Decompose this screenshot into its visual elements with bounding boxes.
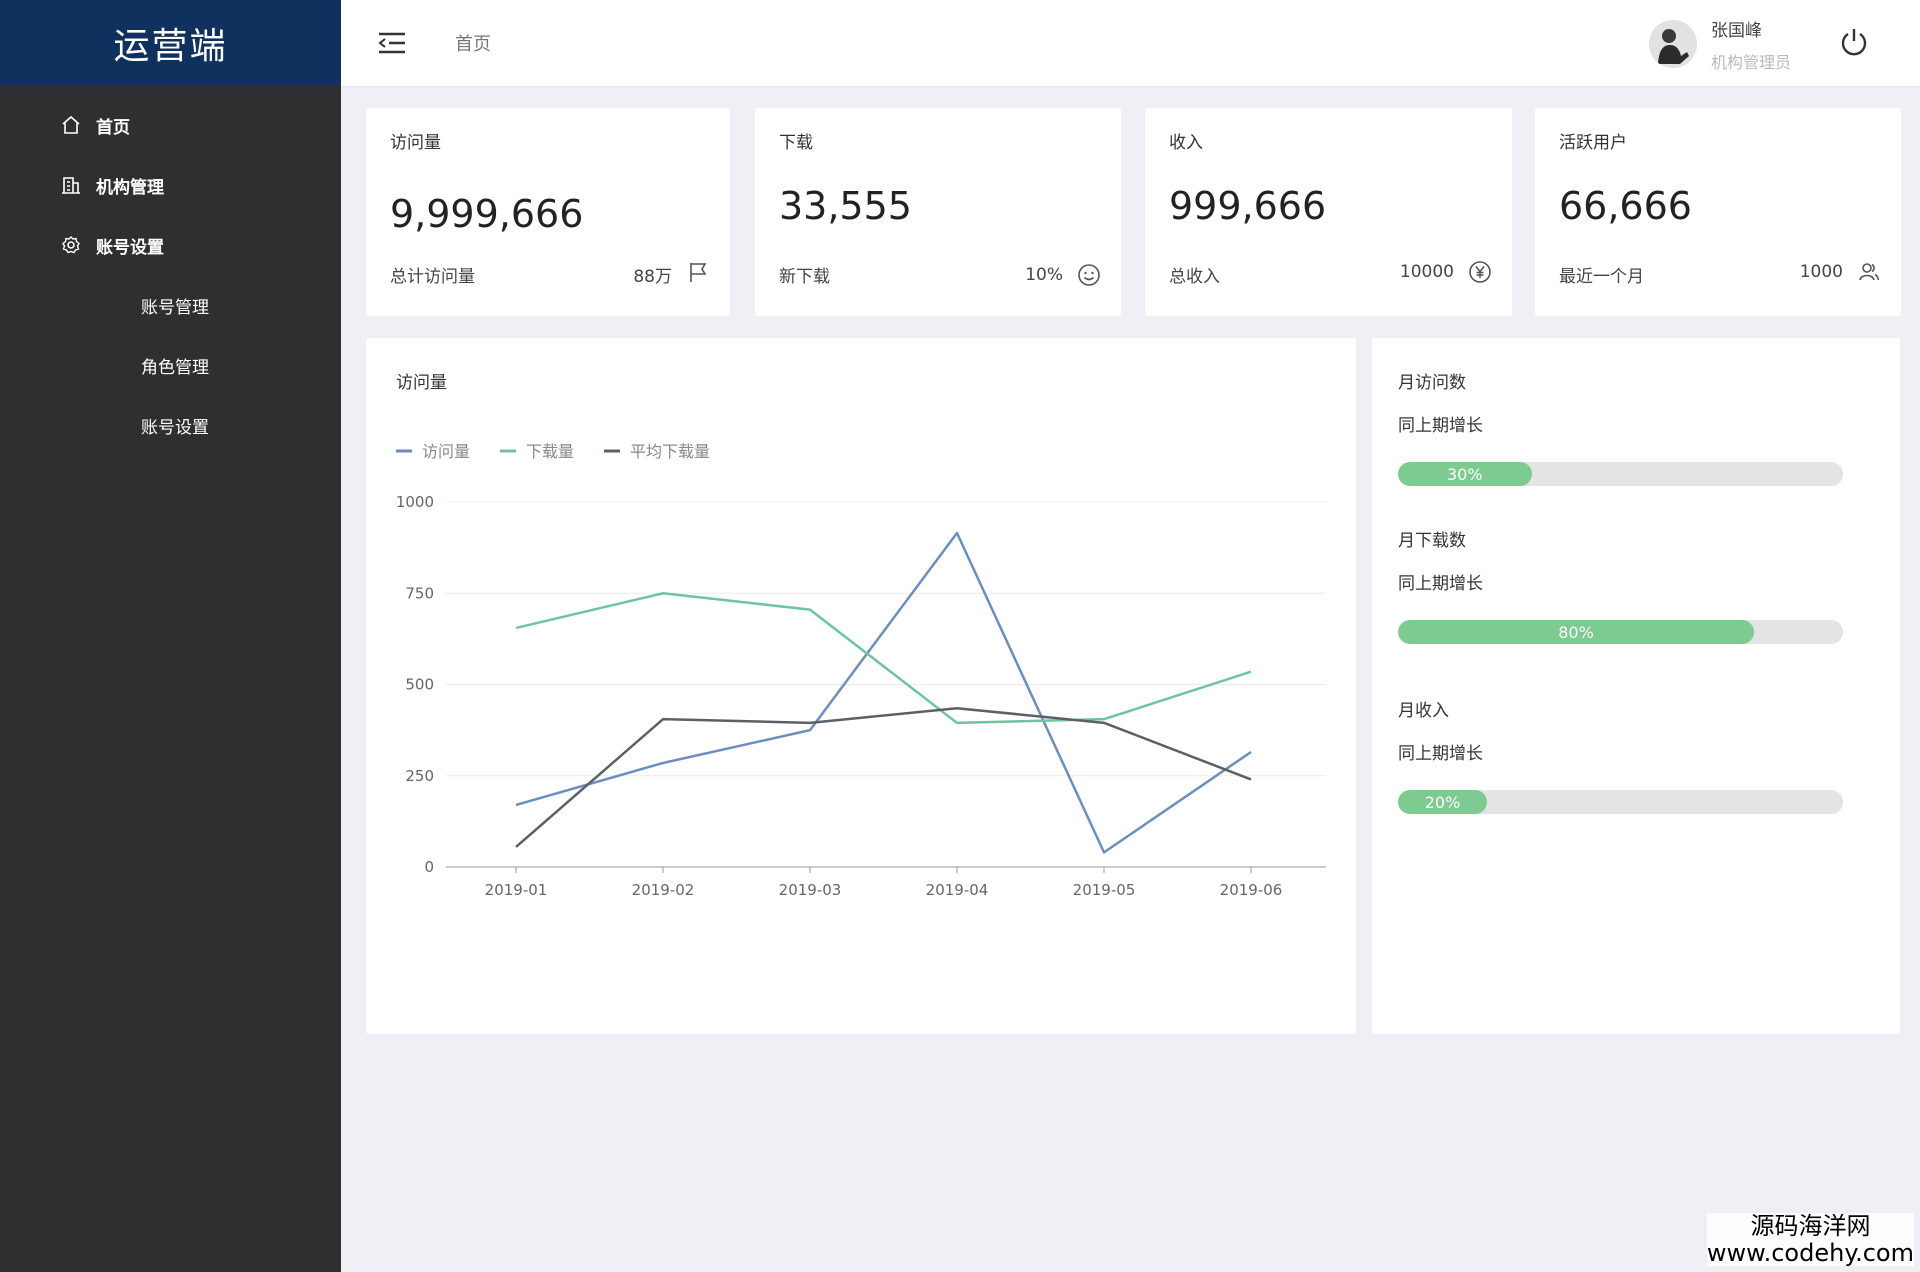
x-tick-label: 2019-02: [632, 881, 695, 899]
stat-title: 下载: [779, 133, 813, 153]
y-tick-label: 500: [405, 676, 434, 694]
watermark: 源码海洋网 www.codehy.com: [1706, 1212, 1914, 1267]
progress-fill: 20%: [1398, 790, 1487, 814]
line-chart: 0 250 500 750 1000 2019-01 2019-02 2019-03 2019-…: [396, 442, 1326, 899]
y-tick-label: 0: [424, 858, 434, 876]
sidebar-subitem-label: 账号管理: [141, 297, 209, 318]
stat-metric: 1000: [1799, 262, 1843, 282]
y-tick-label: 750: [405, 584, 434, 602]
progress-track: 30%: [1398, 462, 1843, 486]
sidebar-subitem-label: 角色管理: [141, 357, 209, 378]
sidebar-item-account-settings[interactable]: 账号设置: [0, 215, 341, 275]
sidebar: 运营端 首页 机构管理 账号设置 账号管理 角色管理 账号设置: [0, 0, 341, 1272]
stat-metric: 10%: [1025, 265, 1063, 285]
progress-group-revenue: 月收入 同上期增长 20%: [1398, 696, 1843, 814]
gear-icon: [60, 234, 82, 256]
stat-metric: 88万: [633, 267, 672, 287]
chart-card: 访问量 0 250 500 750 1000 2019-01 2019-02 2019-03 2…: [366, 338, 1356, 1034]
stat-label: 新下载: [779, 267, 830, 287]
sidebar-subitem-label: 账号设置: [141, 417, 209, 438]
stat-card-downloads: 下载 33,555 新下载 10%: [755, 108, 1121, 316]
progress-title: 月下载数: [1398, 531, 1466, 551]
sidebar-subitem-role-management[interactable]: 角色管理: [0, 335, 341, 395]
series-line-2: [515, 706, 1252, 848]
stat-card-revenue: 收入 999,666 总收入 10000: [1145, 108, 1512, 316]
yen-icon: [1468, 260, 1492, 284]
progress-subtitle: 同上期增长: [1398, 574, 1483, 594]
stat-title: 收入: [1169, 133, 1203, 153]
sidebar-menu: 首页 机构管理 账号设置 账号管理 角色管理 账号设置: [0, 85, 341, 455]
stat-value: 66,666: [1559, 184, 1692, 228]
progress-fill: 80%: [1398, 620, 1754, 644]
x-tick-label: 2019-05: [1073, 881, 1136, 899]
flag-icon: [686, 260, 710, 284]
progress-track: 80%: [1398, 620, 1843, 644]
progress-subtitle: 同上期增长: [1398, 416, 1483, 436]
sidebar-item-label: 首页: [96, 117, 130, 138]
power-icon[interactable]: [1838, 26, 1870, 58]
progress-group-downloads: 月下载数 同上期增长 80%: [1398, 526, 1843, 644]
sidebar-item-org-management[interactable]: 机构管理: [0, 155, 341, 215]
series-line-1: [515, 592, 1252, 725]
home-icon: [60, 114, 82, 136]
x-tick-label: 2019-04: [926, 881, 989, 899]
progress-fill: 30%: [1398, 462, 1532, 486]
growth-card: 月访问数 同上期增长 30% 月下载数 同上期增长 80% 月收入 同上期增长 …: [1372, 338, 1900, 1034]
series-line-0: [515, 531, 1252, 854]
y-tick-label: 1000: [396, 493, 434, 511]
chart-title: 访问量: [396, 373, 447, 393]
stat-label: 总收入: [1169, 267, 1220, 287]
progress-track: 20%: [1398, 790, 1843, 814]
legend-label: 访问量: [422, 442, 470, 461]
sidebar-subitem-account-management[interactable]: 账号管理: [0, 275, 341, 335]
y-tick-label: 250: [405, 767, 434, 785]
sidebar-item-label: 账号设置: [96, 237, 164, 258]
x-tick-label: 2019-01: [485, 881, 548, 899]
stat-card-active-users: 活跃用户 66,666 最近一个月 1000: [1535, 108, 1901, 316]
stat-label: 总计访问量: [390, 267, 475, 287]
x-tick-label: 2019-06: [1220, 881, 1283, 899]
stat-value: 33,555: [779, 184, 912, 228]
stat-card-visits: 访问量 9,999,666 总计访问量 88万: [366, 108, 730, 316]
x-tick-label: 2019-03: [779, 881, 842, 899]
progress-title: 月访问数: [1398, 373, 1466, 393]
sidebar-item-label: 机构管理: [96, 177, 164, 198]
user-role: 机构管理员: [1711, 53, 1792, 72]
stat-title: 活跃用户: [1559, 133, 1627, 153]
stat-value: 999,666: [1169, 184, 1327, 228]
stat-title: 访问量: [390, 133, 441, 153]
app-brand: 运营端: [0, 0, 341, 85]
watermark-url: www.codehy.com: [1706, 1238, 1914, 1267]
users-icon: [1857, 260, 1881, 284]
stat-label: 最近一个月: [1559, 267, 1644, 287]
smile-icon: [1077, 263, 1101, 287]
sidebar-item-home[interactable]: 首页: [0, 95, 341, 155]
menu-toggle-icon[interactable]: [377, 30, 407, 56]
progress-group-visits: 月访问数 同上期增长 30%: [1398, 368, 1843, 486]
progress-subtitle: 同上期增长: [1398, 744, 1483, 764]
legend-label: 下载量: [526, 442, 574, 461]
sidebar-subitem-account-settings[interactable]: 账号设置: [0, 395, 341, 455]
stat-value: 9,999,666: [390, 192, 584, 236]
user-name: 张国峰: [1711, 21, 1762, 41]
stat-metric: 10000: [1399, 262, 1454, 282]
building-icon: [60, 174, 82, 196]
progress-title: 月收入: [1398, 701, 1449, 721]
legend-label: 平均下载量: [630, 442, 710, 461]
top-header: 首页 张国峰 机构管理员: [341, 0, 1920, 86]
avatar[interactable]: [1649, 20, 1697, 68]
breadcrumb[interactable]: 首页: [455, 34, 491, 55]
watermark-title: 源码海洋网: [1750, 1212, 1871, 1241]
